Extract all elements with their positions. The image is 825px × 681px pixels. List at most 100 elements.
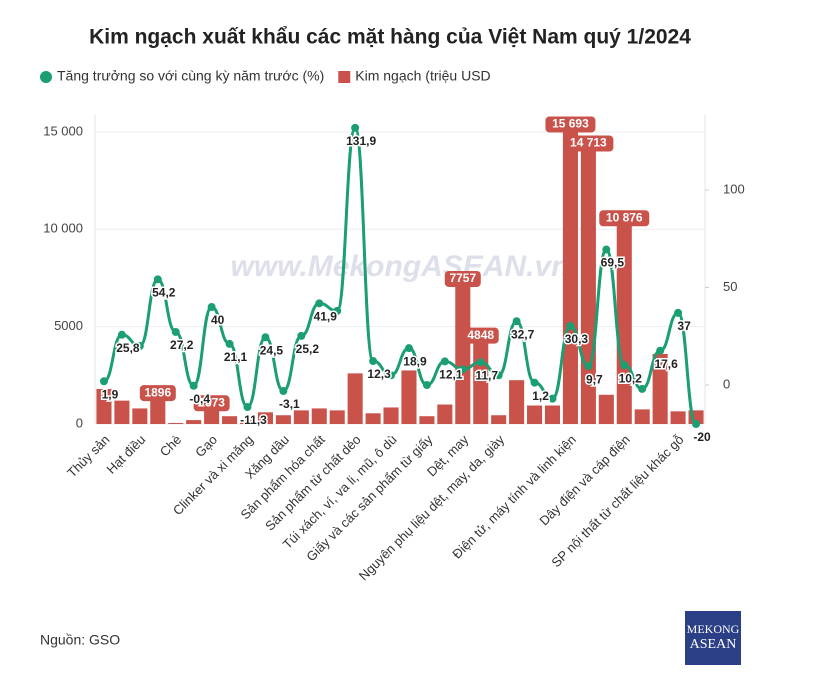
point <box>225 339 234 348</box>
data-label: 40 <box>211 313 225 327</box>
point <box>135 342 144 351</box>
y-tick-label: 10 000 <box>43 221 83 236</box>
point <box>692 420 701 428</box>
legend-swatch <box>40 71 52 83</box>
data-label: 11,7 <box>475 368 498 382</box>
point <box>387 371 396 380</box>
data-label: 4848 <box>467 328 494 342</box>
data-label-bg <box>139 385 176 402</box>
bar <box>186 420 202 424</box>
data-label: 21,1 <box>224 350 248 364</box>
point <box>494 371 503 380</box>
logo-text: ASEAN <box>690 637 737 652</box>
data-label: -0,4 <box>189 392 210 406</box>
bar <box>473 329 489 424</box>
chart-title: Kim ngạch xuất khẩu các mặt hàng của Việ… <box>89 26 691 49</box>
bar <box>437 404 453 424</box>
data-label: 10 876 <box>606 210 643 224</box>
data-label: 1896 <box>144 385 171 399</box>
point <box>674 308 683 317</box>
bar <box>670 411 686 424</box>
bar <box>455 272 471 424</box>
legend-swatch <box>338 71 351 83</box>
point <box>656 346 665 355</box>
data-label: 69,5 <box>601 256 625 270</box>
bar <box>132 408 148 424</box>
point <box>369 357 378 366</box>
y-tick-label: 15 000 <box>43 123 83 138</box>
bar <box>114 400 130 424</box>
point <box>458 365 467 374</box>
bar <box>239 419 256 424</box>
bar <box>347 373 363 424</box>
point <box>476 358 485 367</box>
legend-label: Tăng trưởng so với cùng kỳ năm trước (%) <box>57 68 324 84</box>
data-label-bg <box>563 135 614 152</box>
data-label: 14 713 <box>570 136 607 150</box>
bar <box>275 415 291 424</box>
data-label: 10,2 <box>619 371 643 385</box>
data-label: 15 693 <box>552 117 589 131</box>
data-label: -11,3 <box>240 413 267 427</box>
data-label: 1373 <box>198 395 225 409</box>
point <box>261 333 270 342</box>
bar <box>562 118 578 424</box>
data-label: -3,1 <box>279 397 300 411</box>
point <box>333 306 342 315</box>
bar <box>257 412 273 424</box>
y2-tick-label: 100 <box>723 181 745 196</box>
bar <box>491 415 507 424</box>
point <box>404 344 413 353</box>
point <box>602 245 611 254</box>
data-label-bg <box>193 395 230 412</box>
point <box>99 377 108 386</box>
point <box>422 381 431 390</box>
data-label: 18,9 <box>403 354 427 368</box>
point <box>207 303 216 312</box>
data-label: 54,2 <box>152 286 176 300</box>
point <box>315 299 324 308</box>
y-tick-label: 5000 <box>54 318 83 333</box>
point <box>512 317 521 326</box>
data-label: 30,3 <box>565 332 589 346</box>
bar <box>96 388 112 424</box>
data-label: 1,9 <box>102 387 119 401</box>
point <box>243 403 252 412</box>
data-label: 41,9 <box>314 309 338 323</box>
bar <box>509 380 525 424</box>
bar <box>168 423 184 424</box>
data-label: -20 <box>693 430 711 444</box>
bar <box>527 405 543 424</box>
bar <box>652 353 668 424</box>
bar <box>383 407 399 424</box>
legend-label: Kim ngạch (triệu USD <box>355 68 490 84</box>
source: Nguồn: GSO <box>40 632 120 648</box>
bar <box>544 405 561 424</box>
point <box>548 394 557 403</box>
point <box>584 362 593 371</box>
data-label: 27,2 <box>170 338 194 352</box>
point <box>530 378 539 387</box>
data-label-bg <box>444 270 481 287</box>
point <box>620 361 629 370</box>
data-label-bg <box>599 210 650 227</box>
data-label-bg <box>545 116 596 133</box>
logo-text: MEKONG <box>687 622 740 636</box>
point <box>153 275 162 284</box>
point <box>566 321 575 330</box>
bar <box>634 409 650 424</box>
bar <box>329 410 345 424</box>
point <box>117 330 126 339</box>
bar <box>365 413 381 424</box>
y2-tick-label: 0 <box>723 376 730 391</box>
bar <box>401 370 417 424</box>
y-tick-label: 0 <box>76 415 83 430</box>
bar <box>293 410 309 424</box>
bar <box>222 416 238 424</box>
point <box>279 387 288 396</box>
point <box>297 331 306 340</box>
point <box>638 384 647 393</box>
data-label: 32,7 <box>511 327 535 341</box>
data-label: 7757 <box>449 271 476 285</box>
